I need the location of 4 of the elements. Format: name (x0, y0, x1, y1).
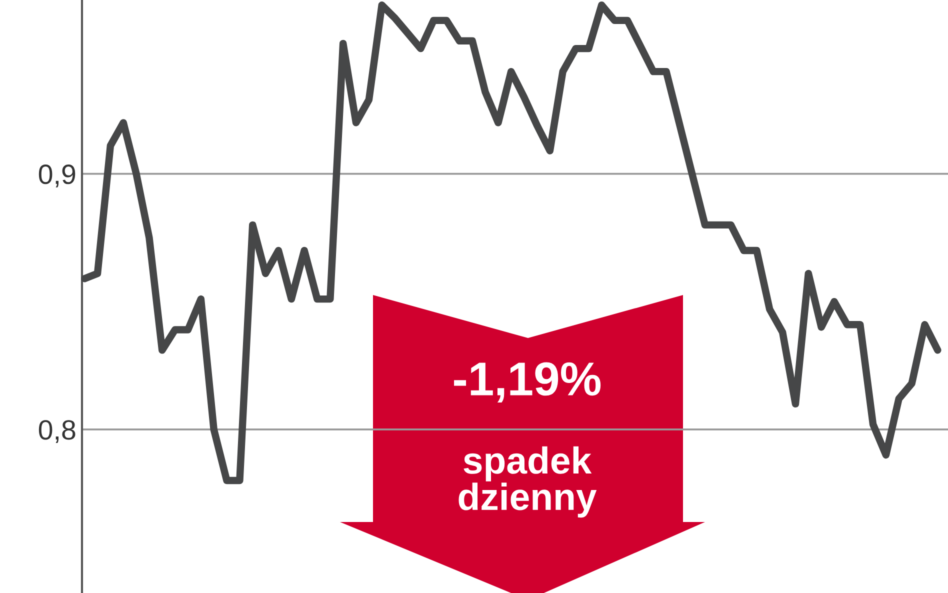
y-tick-label: 0,9 (38, 164, 76, 188)
y-tick-label: 0,8 (38, 420, 76, 444)
annotation: -1,19% (454, 362, 601, 403)
annotation: spadek dzienny (458, 446, 597, 518)
